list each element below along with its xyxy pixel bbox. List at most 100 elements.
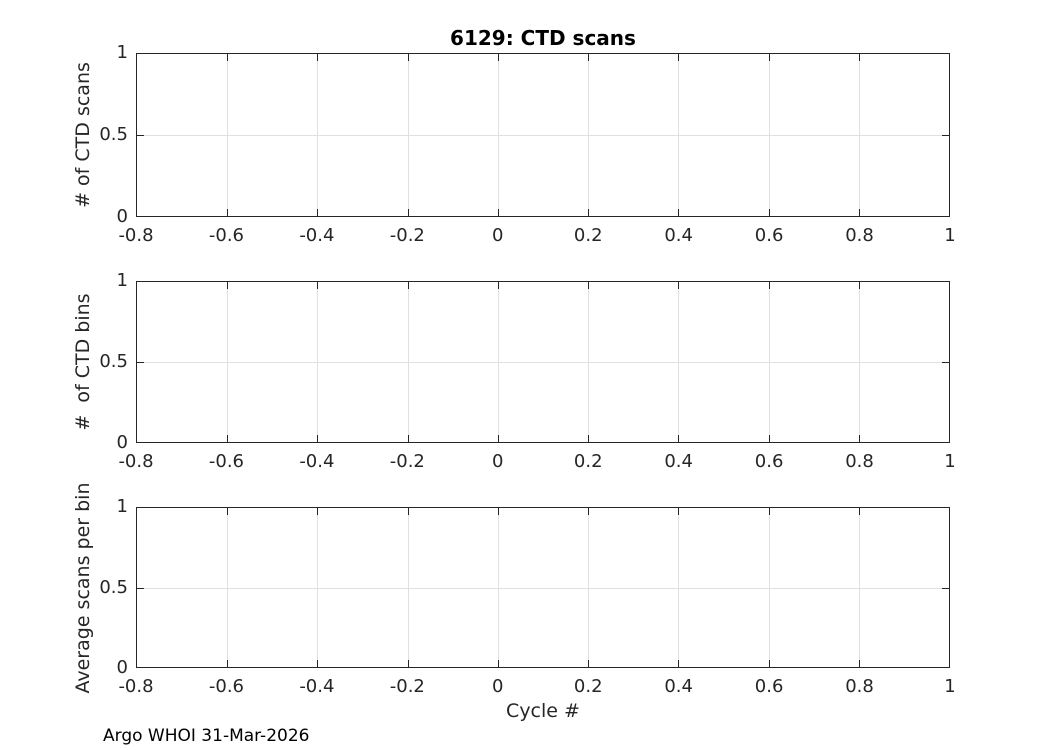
tick-mark xyxy=(227,660,229,667)
tick-mark xyxy=(588,508,590,515)
x-tick-label: -0.4 xyxy=(299,225,335,246)
tick-mark xyxy=(407,508,409,515)
y-axis-label: # of CTD scans xyxy=(72,62,94,208)
tick-mark xyxy=(227,282,229,289)
x-tick-label: -0.4 xyxy=(299,676,335,697)
tick-mark xyxy=(858,209,860,216)
tick-mark xyxy=(858,282,860,289)
tick-mark xyxy=(137,587,144,589)
y-tick-label: 0 xyxy=(116,206,128,227)
tick-mark xyxy=(407,282,409,289)
tick-mark xyxy=(942,362,949,363)
tick-mark xyxy=(858,660,860,667)
x-tick-label: -0.2 xyxy=(389,225,425,246)
y-tick-label: 0 xyxy=(116,432,128,453)
x-tick-label: 0.8 xyxy=(845,451,874,472)
x-tick-label: -0.8 xyxy=(118,451,154,472)
x-tick-label: 0.2 xyxy=(573,676,603,697)
x-tick-label: 0.6 xyxy=(754,451,784,472)
x-tick-label: 0 xyxy=(492,451,504,472)
x-tick-label: 1 xyxy=(944,225,956,246)
tick-mark xyxy=(317,435,319,442)
x-tick-label: 0.4 xyxy=(664,451,693,472)
tick-mark xyxy=(317,54,319,61)
tick-mark xyxy=(407,660,409,667)
tick-mark xyxy=(588,660,590,667)
tick-mark xyxy=(497,209,499,216)
tick-mark xyxy=(497,282,499,289)
y-tick-label: 0.5 xyxy=(99,576,128,598)
tick-mark xyxy=(137,362,144,363)
y-tick-label: 1 xyxy=(116,270,128,291)
tick-mark xyxy=(227,54,229,61)
x-axis-label: Cycle # xyxy=(506,700,580,722)
x-tick-label: 0 xyxy=(492,225,504,246)
tick-mark xyxy=(768,209,770,216)
plot-area xyxy=(136,281,950,443)
x-tick-label: -0.2 xyxy=(389,676,425,697)
tick-mark xyxy=(407,54,409,61)
x-tick-label: 0.6 xyxy=(754,676,784,697)
x-tick-label: 0.2 xyxy=(573,451,603,472)
tick-mark xyxy=(768,282,770,289)
tick-mark xyxy=(497,435,499,442)
x-tick-label: 0.8 xyxy=(845,676,874,697)
x-tick-label: -0.4 xyxy=(299,451,335,472)
y-tick-label: 0.5 xyxy=(99,351,128,372)
x-tick-label: 0.6 xyxy=(754,225,784,246)
tick-mark xyxy=(678,660,680,667)
y-axis-label: # of CTD bins xyxy=(72,293,94,431)
x-tick-label: 0.4 xyxy=(664,225,693,246)
tick-mark xyxy=(768,508,770,515)
tick-mark xyxy=(678,282,680,289)
tick-mark xyxy=(317,282,319,289)
watermark-text: Argo WHOI 31-Mar-2026 xyxy=(103,726,310,746)
tick-mark xyxy=(678,209,680,216)
tick-mark xyxy=(768,54,770,61)
tick-mark xyxy=(407,209,409,216)
tick-mark xyxy=(858,508,860,515)
x-tick-label: 1 xyxy=(944,451,956,472)
tick-mark xyxy=(137,135,144,136)
tick-mark xyxy=(678,508,680,515)
x-tick-label: 0 xyxy=(492,676,504,697)
tick-mark xyxy=(227,508,229,515)
gridline-horizontal xyxy=(137,587,949,589)
plot-area xyxy=(136,507,950,668)
tick-mark xyxy=(588,435,590,442)
x-tick-label: -0.8 xyxy=(118,676,154,697)
tick-mark xyxy=(227,435,229,442)
tick-mark xyxy=(768,660,770,667)
x-tick-label: -0.6 xyxy=(208,676,244,697)
y-tick-label: 0 xyxy=(116,657,128,678)
gridline-horizontal xyxy=(137,362,949,363)
tick-mark xyxy=(588,209,590,216)
tick-mark xyxy=(227,209,229,216)
x-tick-label: -0.6 xyxy=(208,225,244,246)
gridline-horizontal xyxy=(137,135,949,136)
tick-mark xyxy=(858,435,860,442)
tick-mark xyxy=(497,508,499,515)
y-tick-label: 1 xyxy=(116,42,128,63)
x-tick-label: -0.6 xyxy=(208,451,244,472)
plot-area xyxy=(136,53,950,217)
chart-title: 6129: CTD scans xyxy=(450,26,636,50)
tick-mark xyxy=(858,54,860,61)
tick-mark xyxy=(317,660,319,667)
y-tick-label: 1 xyxy=(116,496,128,517)
x-tick-label: 0.2 xyxy=(573,225,603,246)
tick-mark xyxy=(942,135,949,136)
subplot-avg-scans-per-bin: -0.8 -0.6 -0.4 -0.2 0 0.2 0.4 0.6 0.8 1 0 0.5 1 Avera… xyxy=(72,482,956,697)
tick-mark xyxy=(497,660,499,667)
tick-mark xyxy=(317,209,319,216)
tick-mark xyxy=(588,282,590,289)
tick-mark xyxy=(407,435,409,442)
tick-mark xyxy=(678,435,680,442)
x-tick-label: -0.2 xyxy=(389,451,425,472)
tick-mark xyxy=(497,54,499,61)
tick-mark xyxy=(678,54,680,61)
tick-mark xyxy=(317,508,319,515)
tick-mark xyxy=(588,54,590,61)
y-tick-label: 0.5 xyxy=(99,124,128,145)
